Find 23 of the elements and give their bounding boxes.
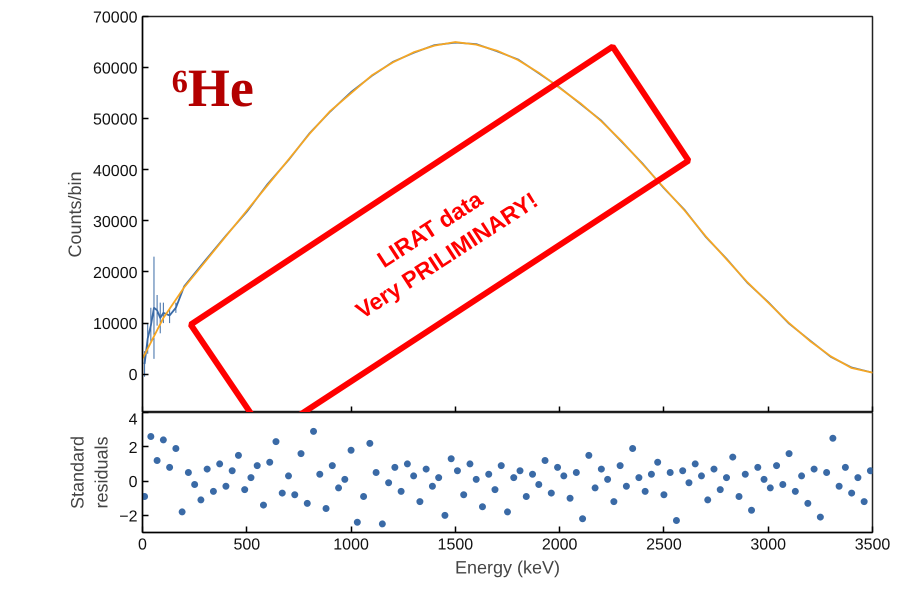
y-tick-label: 60000 [93,60,138,78]
y-tick-label: 4 [128,412,138,428]
y-tick-label: 20000 [93,264,138,282]
y-tick-label: 10000 [93,316,138,334]
y-tick-label: 2 [128,440,138,457]
x-axis-title: Energy (keV) [454,558,560,578]
y-tick-label: 0 [128,367,138,384]
y-tick-label: 70000 [93,10,138,26]
x-tick-label: 1000 [333,536,369,554]
x-tick-label: 3500 [854,536,890,554]
y-axis-title: Counts/bin [65,171,86,258]
x-tick-label: 2000 [542,536,578,554]
x-tick-label: 1500 [438,536,474,554]
annotation: ⁶He [172,58,254,118]
x-tick-label: 500 [233,536,260,554]
y-tick-label: −2 [119,508,138,526]
y-tick-label: 40000 [93,162,138,180]
x-tick-label: 2500 [646,536,682,554]
y-tick-label: 50000 [93,112,138,129]
y-tick-label: 30000 [93,214,138,231]
x-tick-label: 3000 [750,536,786,554]
y-axis-title: Standard residuals [67,436,112,510]
y-tick-label: 0 [128,474,138,492]
